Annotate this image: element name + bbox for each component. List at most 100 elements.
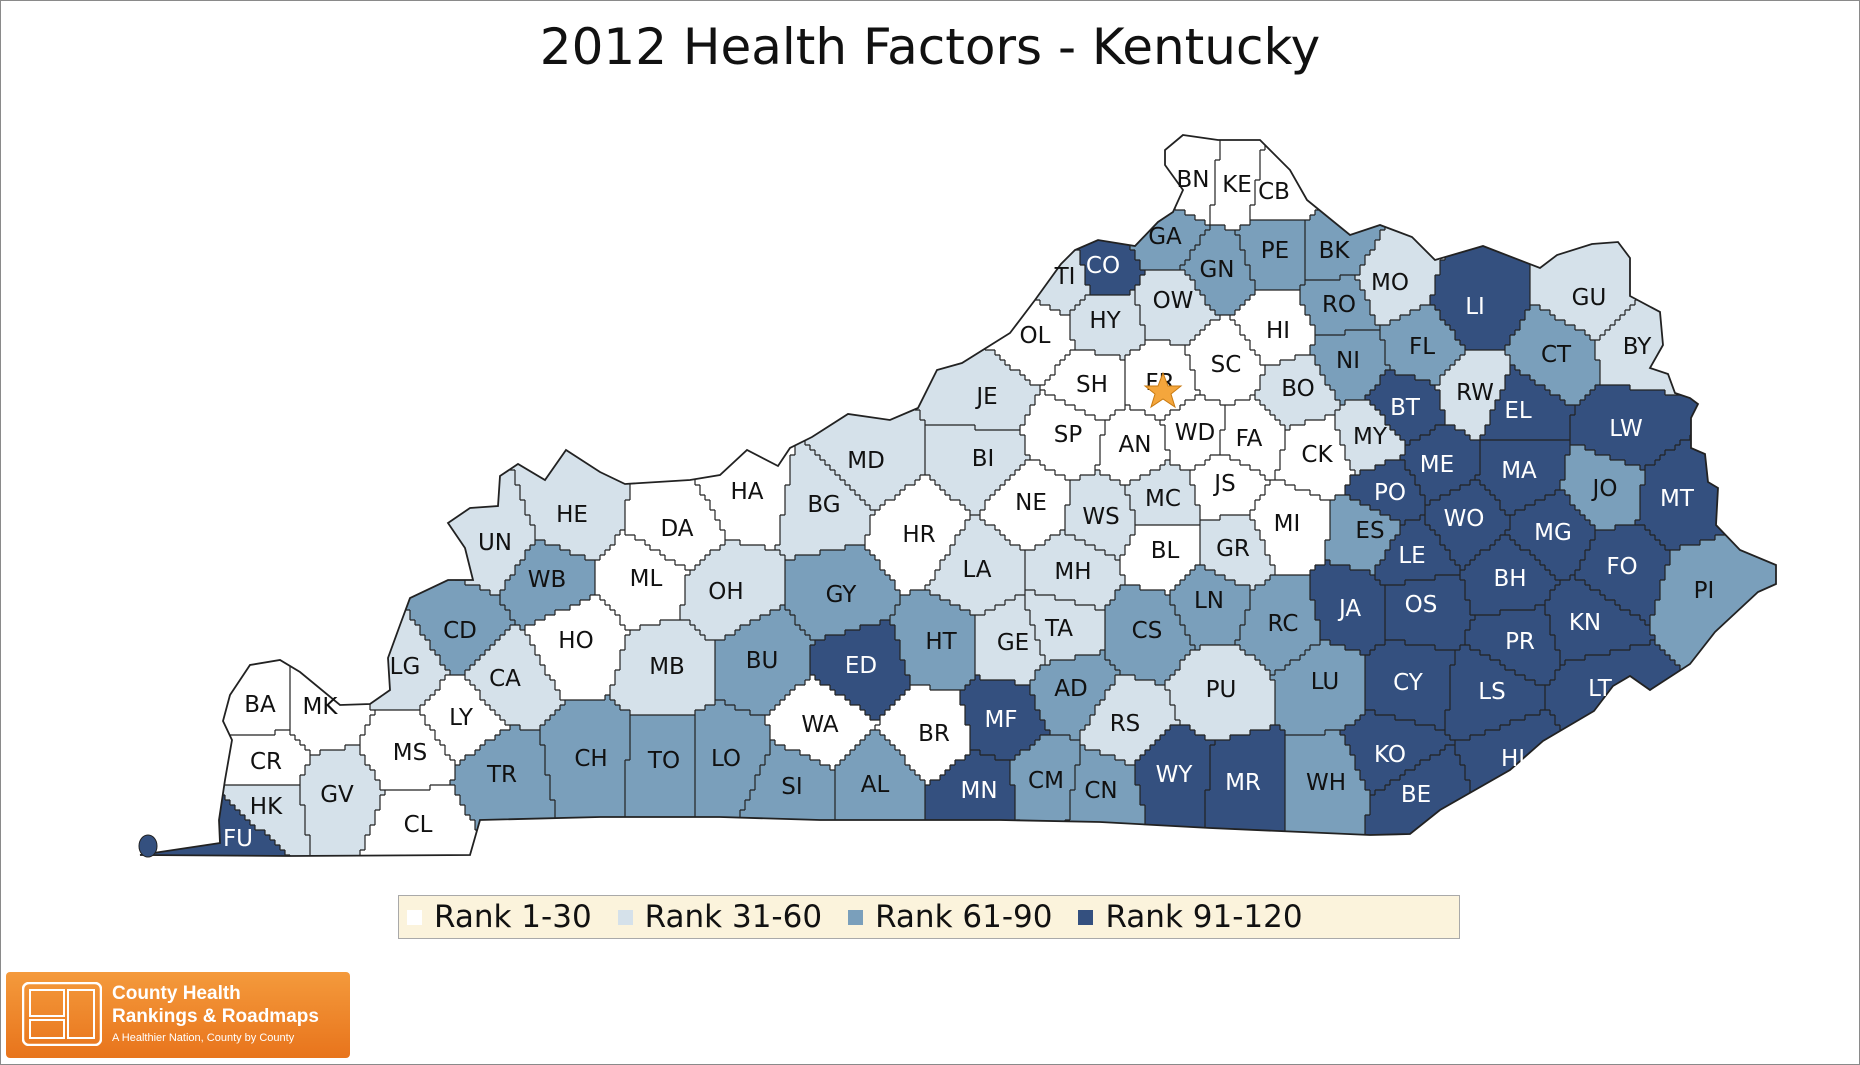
county-label-ht: HT <box>925 629 957 655</box>
county-mf <box>960 675 1050 760</box>
county-label-bu: BU <box>746 648 779 674</box>
county-label-rw: RW <box>1456 380 1494 406</box>
county-label-bl: BL <box>1151 538 1180 564</box>
county-mb <box>610 620 715 715</box>
county-gv <box>300 745 385 856</box>
county-cy <box>1365 640 1455 730</box>
county-label-ct: CT <box>1541 342 1572 368</box>
county-ta <box>1025 590 1105 665</box>
county-label-bt: BT <box>1390 395 1421 421</box>
county-an <box>1095 405 1170 485</box>
county-bg <box>775 440 875 560</box>
county-label-mt: MT <box>1660 486 1695 512</box>
county-label-fl: FL <box>1409 334 1435 360</box>
county-cb <box>1250 135 1390 220</box>
capital-star-icon <box>1143 371 1183 409</box>
county-ln <box>1170 565 1250 650</box>
legend-item-2: Rank 31-60 <box>617 899 823 935</box>
legend: Rank 1-30 Rank 31-60 Rank 61-90 Rank 91-120 <box>398 895 1460 939</box>
county-pr <box>1465 605 1560 685</box>
county-ma <box>1475 440 1570 515</box>
county-bl <box>1120 525 1200 595</box>
county-el <box>1480 365 1575 440</box>
county-po <box>1345 460 1425 525</box>
logo-line-1: County Health <box>112 983 241 1004</box>
county-label-cb: CB <box>1258 179 1290 205</box>
county-label-mf: MF <box>984 707 1017 733</box>
county-un <box>140 135 535 595</box>
county-label-ml: ML <box>630 566 663 592</box>
county-label-os: OS <box>1405 592 1438 618</box>
county-label-po: PO <box>1374 480 1406 506</box>
county-label-lo: LO <box>711 746 741 772</box>
county-label-bo: BO <box>1281 376 1314 402</box>
county-label-ol: OL <box>1020 323 1051 349</box>
chr-logo: County Health Rankings & Roadmaps A Heal… <box>6 972 350 1058</box>
county-label-la: LA <box>962 557 991 583</box>
county-label-mo: MO <box>1371 270 1409 296</box>
legend-label: Rank 31-60 <box>644 899 823 935</box>
county-bo <box>1255 355 1340 430</box>
county-ly <box>420 675 510 765</box>
county-label-jo: JO <box>1591 476 1618 502</box>
county-label-wy: WY <box>1156 762 1194 788</box>
county-br <box>875 685 970 785</box>
county-label-hr: HR <box>902 522 935 548</box>
county-ad <box>1030 650 1120 740</box>
county-la <box>925 515 1025 615</box>
county-label-cm: CM <box>1028 768 1064 794</box>
county-label-by: BY <box>1623 334 1653 360</box>
county-label-pi: PI <box>1694 578 1715 604</box>
county-ko <box>1340 710 1455 795</box>
county-labels-layer: BN KE CB GA CO GN PE BK TI OW MO LI GU RO HY OL HI BY FL NI… <box>138 134 1777 858</box>
county-kn <box>1545 575 1655 665</box>
county-label-cs: CS <box>1132 618 1163 644</box>
county-label-ne: NE <box>1015 490 1047 516</box>
county-label-lg: LG <box>390 654 421 680</box>
county-ne <box>980 460 1070 550</box>
county-bu <box>715 605 815 715</box>
county-ht <box>890 590 975 690</box>
county-label-ga: GA <box>1148 224 1182 250</box>
county-label-lw: LW <box>1609 416 1642 442</box>
county-to <box>625 715 700 856</box>
county-label-pu: PU <box>1206 677 1237 703</box>
county-label-pe: PE <box>1261 238 1289 264</box>
county-label-cd: CD <box>443 618 477 644</box>
county-label-ba: BA <box>244 692 276 718</box>
county-ja <box>1310 560 1385 655</box>
county-label-el: EL <box>1504 398 1532 424</box>
county-wo <box>1425 480 1510 570</box>
county-label-ls: LS <box>1478 679 1505 705</box>
county-le <box>1375 515 1460 585</box>
county-label-mg: MG <box>1534 520 1572 546</box>
legend-label: Rank 1-30 <box>434 899 592 935</box>
county-label-me: ME <box>1420 452 1454 478</box>
county-bt <box>1365 370 1445 445</box>
county-label-ow: OW <box>1153 288 1194 314</box>
legend-item-1: Rank 1-30 <box>407 899 592 935</box>
county-ch <box>540 695 630 856</box>
county-label-cl: CL <box>404 812 433 838</box>
county-label-ma: MA <box>1501 458 1537 484</box>
county-label-oh: OH <box>708 579 743 605</box>
logo-tagline: A Healthier Nation, County by County <box>112 1032 295 1044</box>
county-label-mi: MI <box>1274 511 1301 537</box>
county-label-ti: TI <box>1054 264 1076 290</box>
county-rc <box>1235 575 1320 675</box>
county-ol <box>785 175 1075 385</box>
county-ml <box>595 530 690 630</box>
county-sp <box>1020 390 1105 480</box>
county-wa <box>765 675 880 770</box>
county-label-gy: GY <box>826 582 858 608</box>
county-label-he: HE <box>556 502 588 528</box>
county-label-my: MY <box>1353 424 1388 450</box>
county-label-wb: WB <box>528 567 567 593</box>
county-label-wo: WO <box>1444 506 1485 532</box>
county-label-ad: AD <box>1054 676 1087 702</box>
county-gr <box>1200 515 1275 590</box>
county-label-li: LI <box>1465 294 1485 320</box>
legend-swatch <box>617 909 633 925</box>
county-label-fo: FO <box>1606 554 1637 580</box>
county-label-gv: GV <box>320 782 354 808</box>
